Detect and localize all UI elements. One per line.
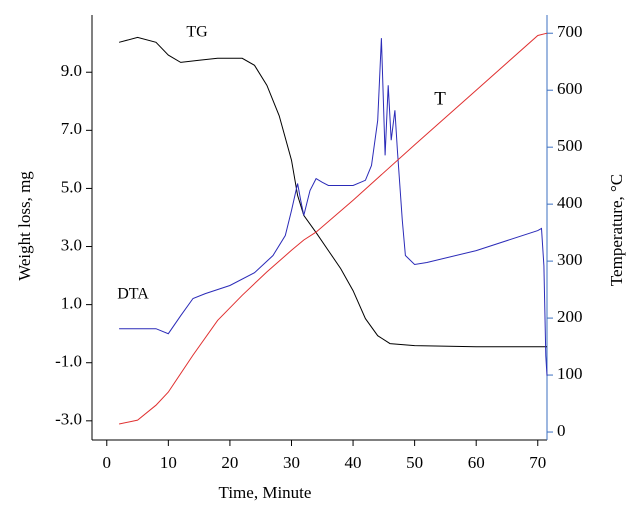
x-tick-label: 40 [345,453,362,472]
y2-tick-label: 600 [557,79,583,98]
x-tick-label: 60 [468,453,485,472]
series-line [118,32,548,425]
x-tick-label: 0 [103,453,112,472]
y-tick-label: 3.0 [61,235,82,254]
y2-tick-label: 300 [557,250,583,269]
x-tick-label: 20 [221,453,238,472]
y-tick-label: -3.0 [55,410,82,429]
y2-tick-label: 400 [557,193,583,212]
y2-tick-label: 200 [557,307,583,326]
x-tick-label: 30 [283,453,300,472]
y-axis-label: Weight loss, mg [15,171,34,281]
y-tick-label: 9.0 [61,61,82,80]
y-tick-label: 1.0 [61,294,82,313]
x-tick-label: 50 [406,453,423,472]
series-label: TG [186,24,208,41]
y-tick-label: 5.0 [61,177,82,196]
series-line [119,38,548,376]
series-label: T [434,88,446,109]
y2-axis-label: Temperature, °C [607,174,626,286]
x-tick-label: 70 [529,453,546,472]
y2-tick-label: 100 [557,364,583,383]
y2-tick-label: 700 [557,22,583,41]
y-tick-label: 7.0 [61,119,82,138]
series-line [118,36,547,348]
y2-tick-label: 500 [557,136,583,155]
y-tick-label: -1.0 [55,352,82,371]
y2-tick-label: 0 [557,421,566,440]
x-tick-label: 10 [160,453,177,472]
series-label: DTA [117,286,149,303]
x-axis-label: Time, Minute [219,483,312,502]
